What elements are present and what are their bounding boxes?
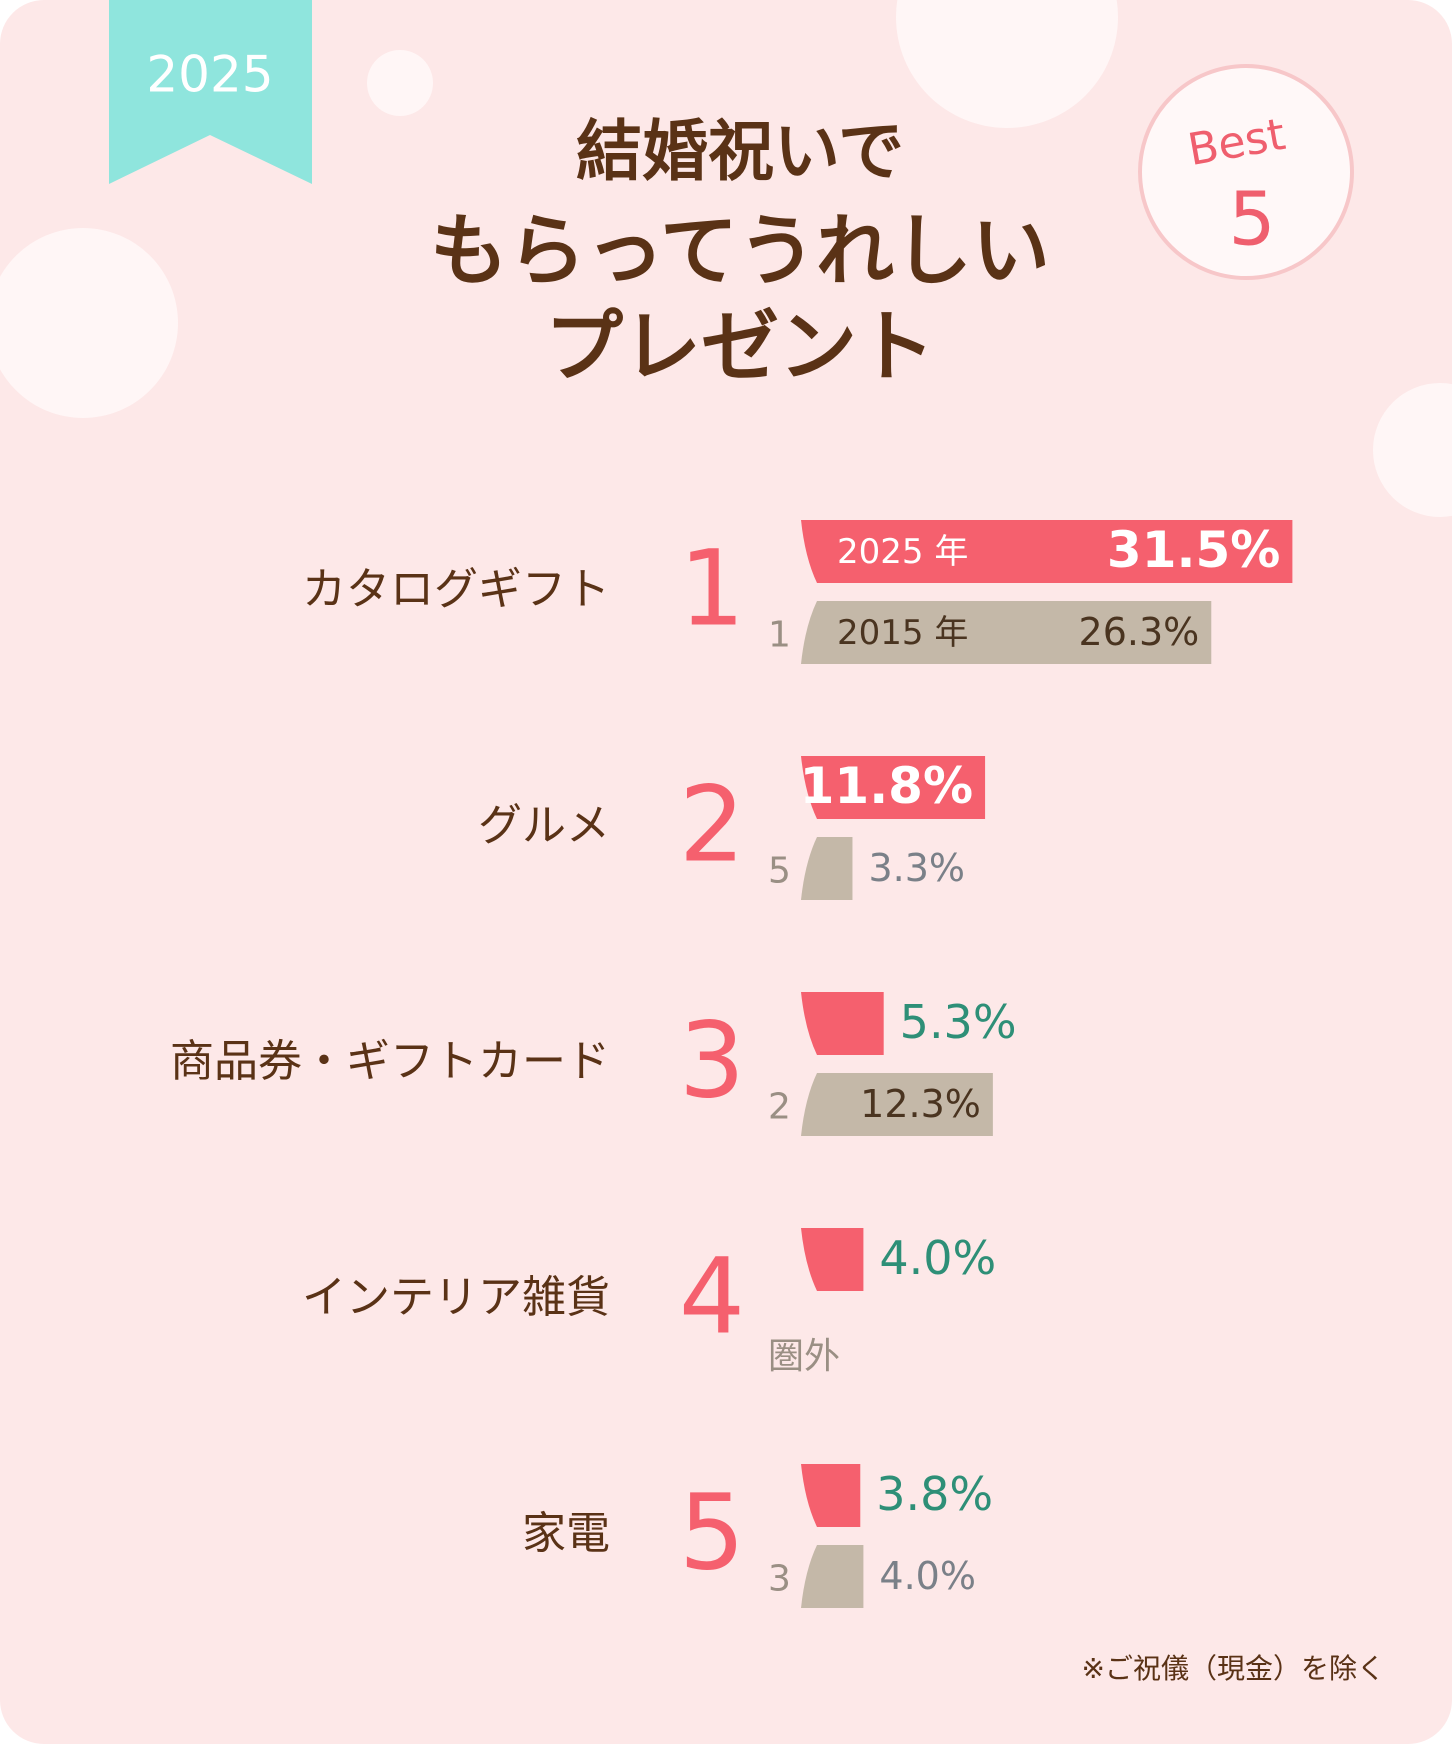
deco-circle [1373, 383, 1452, 517]
bar [801, 1464, 861, 1527]
title-line: もらってうれしい [430, 206, 1050, 296]
deco-circle [367, 50, 433, 116]
previous-rank: 5 [768, 851, 791, 892]
rank: 3 [679, 999, 745, 1121]
legend-label: 2025 年 [837, 532, 968, 572]
value-label: 26.3% [1079, 610, 1200, 654]
previous-rank: 1 [768, 615, 791, 656]
bar [801, 601, 1212, 664]
legend-label: 2015 年 [837, 613, 968, 653]
value-label: 12.3% [860, 1082, 981, 1126]
category-label: 商品券・ギフトカード [170, 1036, 610, 1087]
year-ribbon [109, 0, 312, 184]
rank: 5 [679, 1471, 745, 1593]
previous-rank: 圏外 [768, 1336, 840, 1377]
previous-rank: 3 [768, 1559, 791, 1600]
bar [801, 837, 853, 900]
rank: 4 [679, 1235, 745, 1357]
previous-rank: 2 [768, 1087, 791, 1128]
category-label: 家電 [522, 1508, 610, 1559]
value-label: 4.0% [879, 1231, 996, 1285]
rank: 2 [679, 763, 745, 885]
bar [801, 1073, 993, 1136]
value-label: 4.0% [879, 1554, 976, 1598]
value-label: 3.3% [868, 846, 965, 890]
footnote: ※ご祝儀（現金）を除く [1082, 1652, 1385, 1685]
value-label: 3.8% [876, 1467, 993, 1521]
bar [801, 756, 986, 819]
bar [801, 520, 1293, 583]
bar [801, 1545, 864, 1608]
best-number: 5 [1228, 177, 1275, 263]
title-line: 結婚祝いで [576, 113, 904, 190]
category-label: インテリア雑貨 [302, 1272, 610, 1323]
value-label: 31.5% [1107, 521, 1280, 579]
title-line: プレゼント [545, 302, 935, 392]
category-label: カタログギフト [302, 564, 610, 615]
value-label: 11.8% [800, 757, 973, 815]
bar [801, 1228, 864, 1291]
deco-circle [0, 228, 178, 418]
best-circle [1138, 64, 1354, 280]
bar [801, 992, 884, 1055]
deco-circle [896, 0, 1118, 128]
badge-year: 2025 [146, 46, 273, 104]
rank: 1 [679, 527, 745, 649]
category-label: グルメ [478, 800, 610, 851]
value-label: 5.3% [900, 995, 1017, 1049]
